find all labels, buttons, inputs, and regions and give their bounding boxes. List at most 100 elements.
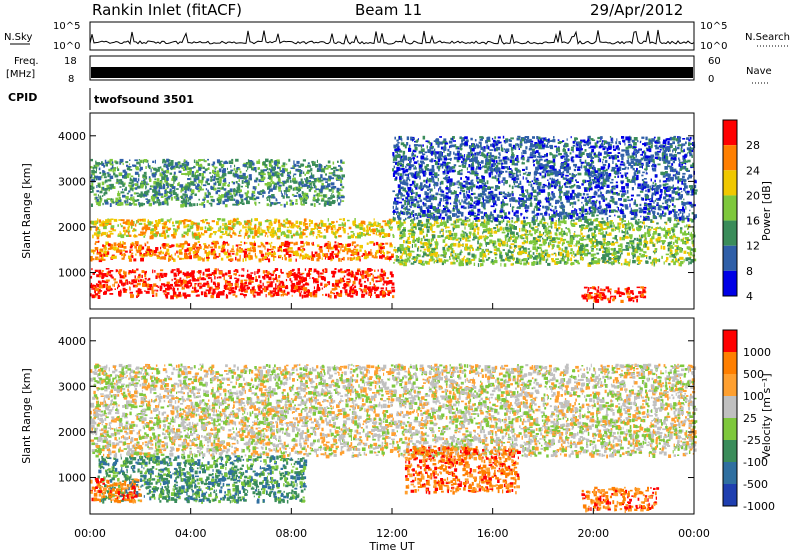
data-cell — [532, 239, 536, 244]
data-cell — [560, 230, 564, 233]
data-cell — [605, 253, 609, 257]
data-cell — [535, 240, 539, 242]
data-cell — [621, 231, 625, 234]
data-cell — [483, 229, 486, 233]
data-cell — [453, 225, 455, 228]
data-cell — [446, 247, 450, 252]
data-cell — [453, 232, 458, 237]
data-cell — [377, 269, 379, 272]
data-cell — [228, 291, 232, 294]
data-cell — [497, 242, 502, 247]
data-cell — [138, 233, 142, 236]
data-cell — [90, 276, 92, 279]
data-cell — [477, 240, 479, 245]
data-cell — [676, 219, 678, 222]
data-cell — [113, 283, 115, 287]
data-cell — [240, 196, 243, 199]
data-cell — [358, 287, 362, 290]
data-cell — [577, 262, 580, 265]
data-cell — [250, 291, 253, 294]
data-cell — [204, 257, 206, 260]
data-cell — [217, 187, 221, 190]
data-cell — [600, 232, 604, 235]
data-cell — [643, 240, 647, 243]
data-cell — [171, 269, 174, 272]
data-cell — [257, 230, 261, 234]
data-cell — [124, 200, 127, 204]
data-cell — [592, 233, 595, 238]
data-cell — [561, 243, 564, 247]
data-cell — [558, 231, 563, 236]
data-cell — [255, 169, 257, 173]
data-cell — [192, 278, 196, 282]
data-cell — [102, 186, 105, 190]
data-cell — [350, 231, 354, 233]
data-cell — [409, 229, 414, 231]
data-cell — [655, 259, 657, 264]
data-cell — [134, 183, 138, 187]
data-cell — [127, 272, 131, 275]
data-cell — [115, 269, 118, 273]
data-cell — [311, 181, 315, 183]
data-cell — [403, 231, 406, 234]
data-cell — [127, 230, 131, 233]
data-cell — [360, 271, 362, 275]
data-cell — [105, 179, 108, 183]
data-cell — [137, 292, 141, 295]
data-cell — [337, 160, 339, 163]
data-cell — [207, 284, 210, 288]
data-cell — [427, 242, 429, 246]
data-cell — [412, 223, 417, 227]
data-cell — [169, 183, 173, 188]
data-cell — [399, 246, 401, 250]
data-cell — [364, 280, 366, 283]
data-cell — [674, 245, 678, 247]
data-cell — [153, 181, 157, 185]
data-cell — [155, 247, 159, 251]
data-cell — [276, 185, 278, 188]
data-cell — [183, 203, 186, 207]
data-cell — [409, 250, 413, 253]
data-cell — [118, 292, 122, 296]
data-cell — [111, 161, 114, 164]
data-cell — [473, 236, 475, 239]
data-cell — [350, 288, 354, 291]
data-cell — [179, 277, 182, 280]
data-cell — [257, 245, 262, 248]
data-cell — [385, 242, 389, 245]
data-cell — [98, 162, 102, 165]
data-cell — [227, 167, 228, 170]
data-cell — [219, 228, 222, 232]
data-cell — [665, 253, 670, 256]
data-cell — [334, 230, 339, 234]
data-cell — [324, 200, 328, 205]
data-cell — [336, 228, 340, 232]
data-cell — [138, 246, 140, 250]
data-cell — [163, 163, 167, 166]
data-cell — [475, 219, 478, 222]
data-cell — [521, 234, 526, 236]
data-cell — [311, 242, 313, 245]
data-cell — [617, 257, 620, 260]
data-cell — [554, 240, 557, 243]
data-cell — [342, 227, 346, 232]
data-cell — [127, 166, 132, 168]
data-cell — [436, 224, 440, 228]
data-cell — [315, 185, 317, 189]
data-cell — [251, 280, 254, 283]
data-cell — [278, 184, 282, 187]
data-cell — [116, 247, 120, 251]
data-cell — [215, 255, 219, 258]
data-cell — [193, 165, 196, 169]
data-cell — [359, 233, 363, 237]
data-cell — [643, 244, 645, 248]
data-cell — [242, 286, 245, 291]
data-cell — [170, 217, 172, 221]
data-cell — [309, 182, 311, 185]
data-cell — [501, 239, 503, 242]
data-cell — [292, 187, 295, 191]
data-cell — [603, 221, 606, 223]
data-cell — [139, 203, 141, 208]
data-cell — [579, 247, 583, 251]
data-cell — [303, 200, 305, 204]
